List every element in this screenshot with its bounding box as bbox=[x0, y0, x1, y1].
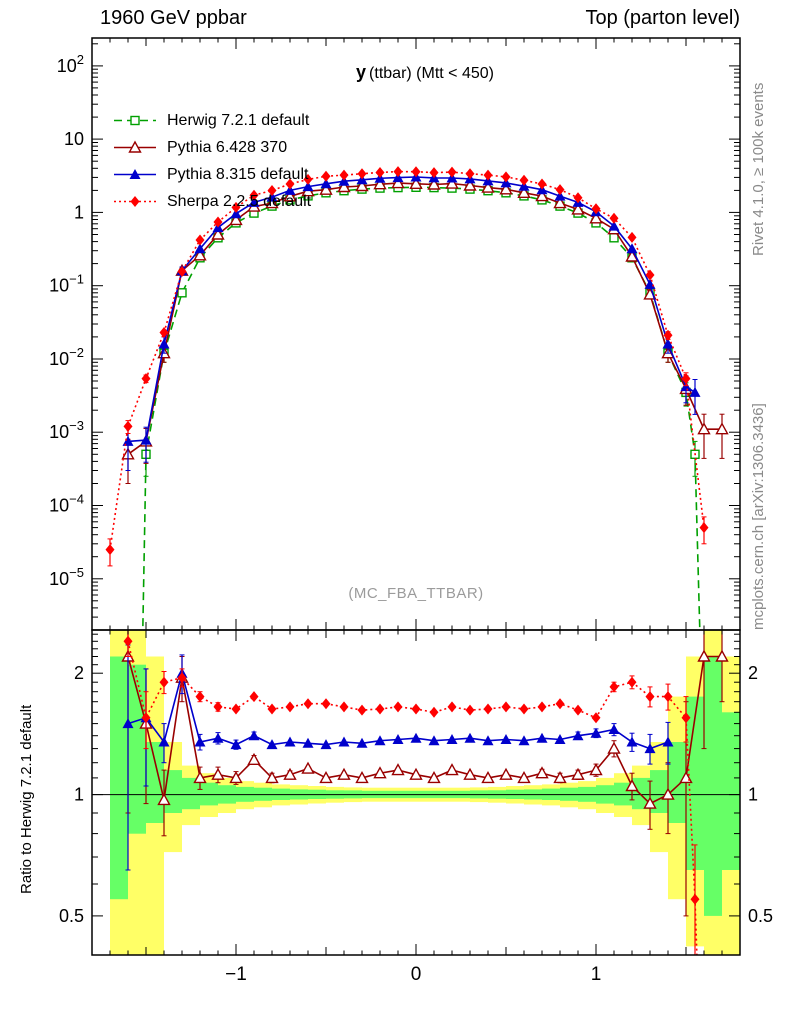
plot-title-observable: y bbox=[356, 62, 367, 82]
ratio-series-2 bbox=[123, 630, 700, 955]
legend-marker-sample bbox=[114, 169, 156, 179]
analysis-watermark: (MC_FBA_TTBAR) bbox=[348, 585, 484, 602]
legend-item: Herwig 7.2.1 default bbox=[112, 110, 311, 131]
legend-marker-sample bbox=[114, 196, 156, 207]
svg-text:−1: −1 bbox=[225, 964, 247, 985]
svg-text:102: 102 bbox=[57, 52, 84, 76]
process-label: Top (parton level) bbox=[585, 7, 740, 29]
svg-text:10−4: 10−4 bbox=[49, 492, 84, 516]
ratio-uncertainty-bands bbox=[110, 630, 740, 955]
rivet-version-label: Rivet 4.1.0, ≥ 100k events bbox=[750, 82, 767, 256]
plot-title: y (ttbar) (Mtt < 450) bbox=[356, 62, 494, 83]
mcplots-arxiv-label: mcplots.cern.ch [arXiv:1306.3436] bbox=[750, 403, 767, 630]
legend-marker-sample bbox=[114, 140, 156, 153]
beam-energy-label: 1960 GeV ppbar bbox=[100, 7, 247, 29]
svg-text:0: 0 bbox=[411, 964, 422, 985]
svg-text:10−3: 10−3 bbox=[49, 418, 84, 442]
svg-text:10−5: 10−5 bbox=[49, 565, 84, 589]
legend-marker-sample bbox=[114, 115, 156, 126]
plot-title-cut: (ttbar) (Mtt < 450) bbox=[369, 65, 494, 82]
legend-item: Sherpa 2.2.5 default bbox=[112, 191, 311, 212]
svg-text:1: 1 bbox=[591, 964, 602, 985]
legend-item: Pythia 6.428 370 bbox=[112, 137, 311, 158]
legend-label: Pythia 6.428 370 bbox=[167, 138, 288, 156]
legend-item: Pythia 8.315 default bbox=[112, 164, 311, 185]
main-series-3 bbox=[105, 166, 709, 567]
svg-text:10−1: 10−1 bbox=[49, 272, 84, 296]
svg-text:0.5: 0.5 bbox=[748, 906, 773, 926]
svg-text:1: 1 bbox=[74, 785, 84, 805]
legend-label: Pythia 8.315 default bbox=[167, 165, 309, 183]
ratio-panel-frame bbox=[91, 629, 741, 956]
legend-label: Sherpa 2.2.5 default bbox=[167, 192, 312, 210]
ratio-axis-label: Ratio to Herwig 7.2.1 default bbox=[18, 704, 35, 894]
svg-text:2: 2 bbox=[74, 663, 84, 683]
svg-text:0.5: 0.5 bbox=[59, 906, 84, 926]
svg-text:1: 1 bbox=[74, 202, 84, 222]
svg-text:10−2: 10−2 bbox=[49, 345, 84, 369]
svg-text:1: 1 bbox=[748, 785, 758, 805]
legend-label: Herwig 7.2.1 default bbox=[167, 111, 310, 129]
main-series-1 bbox=[121, 176, 729, 484]
legend: Herwig 7.2.1 default Pythia 6.428 370 Pyth… bbox=[112, 110, 311, 212]
ratio-series-1 bbox=[122, 644, 674, 871]
svg-text:10: 10 bbox=[64, 129, 84, 149]
svg-text:2: 2 bbox=[748, 663, 758, 683]
